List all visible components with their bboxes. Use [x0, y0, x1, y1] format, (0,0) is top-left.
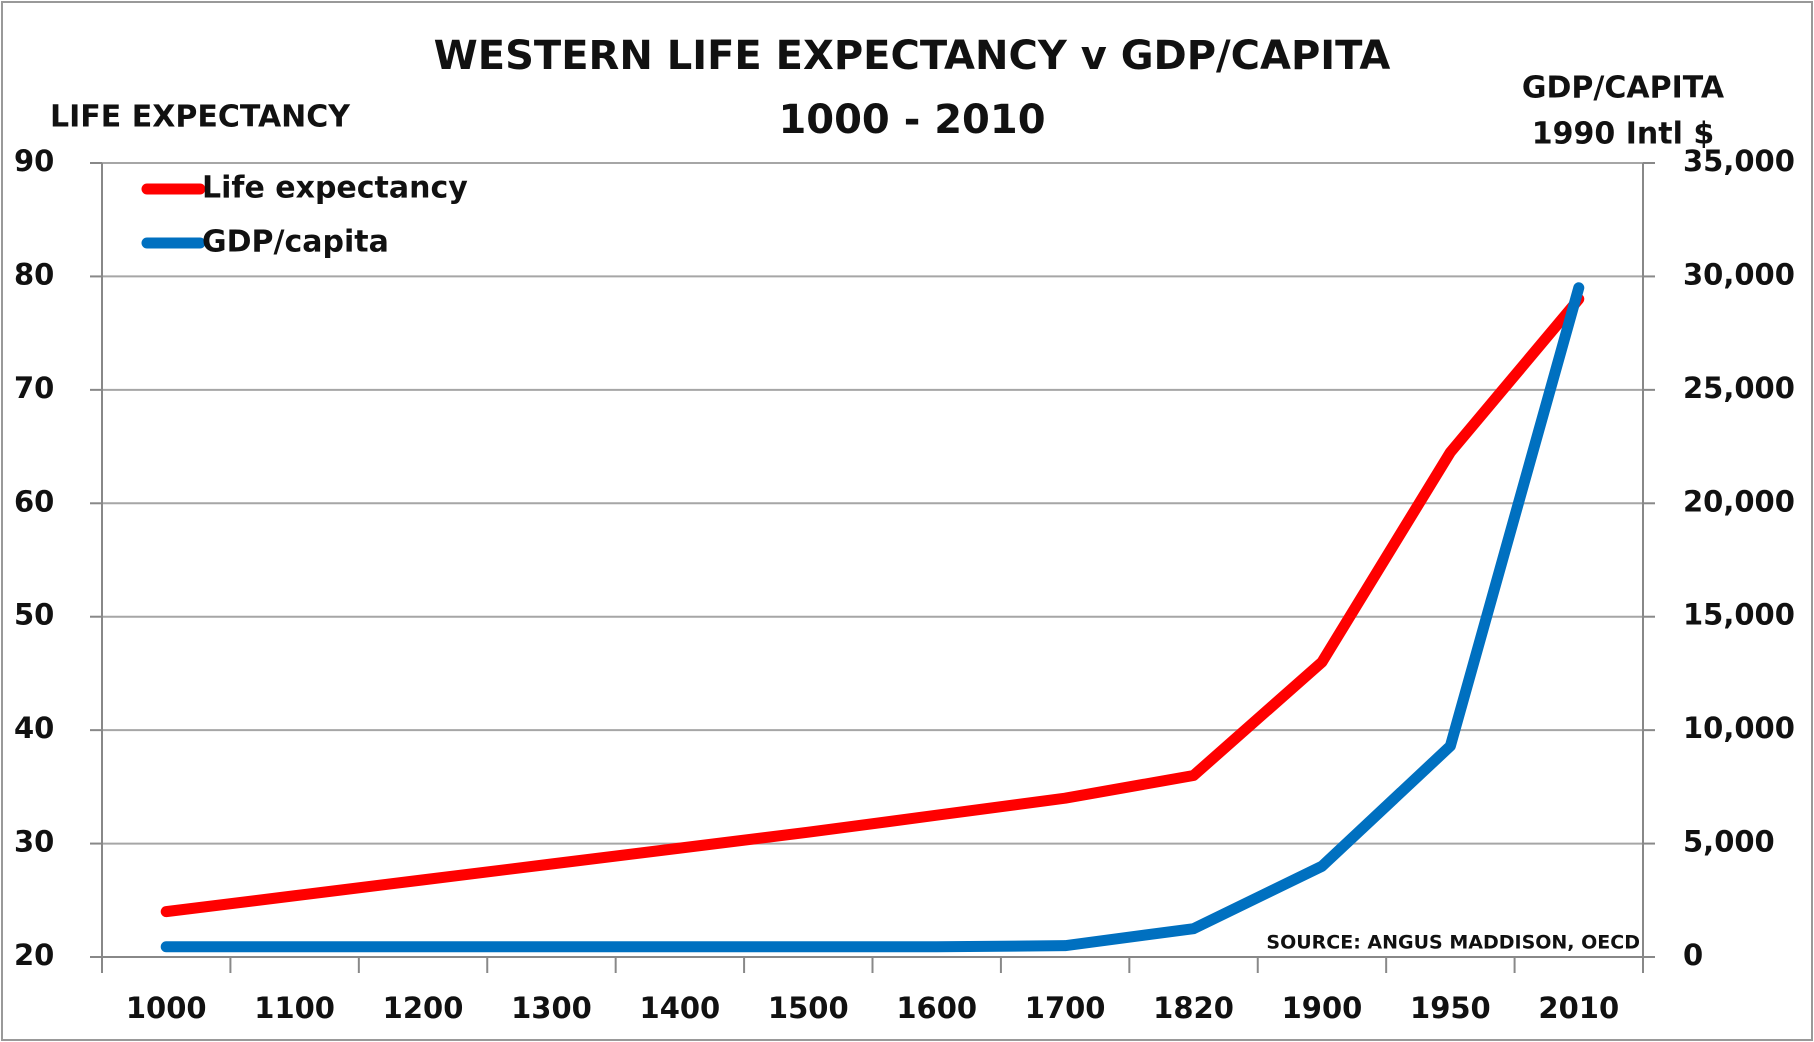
y2-axis-title: GDP/CAPITA: [1522, 71, 1725, 106]
x-tick-label: 2010: [1538, 991, 1619, 1025]
y2-tick-label: 10,000: [1683, 711, 1795, 745]
source-note: SOURCE: ANGUS MADDISON, OECD: [1266, 932, 1640, 954]
chart-subtitle: 1000 - 2010: [778, 97, 1045, 143]
y-tick-label: 40: [14, 711, 54, 745]
y-tick-label: 20: [14, 938, 54, 972]
y-tick-label: 70: [14, 371, 54, 405]
y2-tick-label: 5,000: [1683, 825, 1775, 859]
x-tick-label: 1700: [1025, 991, 1106, 1025]
y-axis-title: LIFE EXPECTANCY: [50, 100, 351, 135]
legend-label: Life expectancy: [202, 171, 468, 206]
y-tick-label: 90: [14, 144, 54, 178]
x-tick-label: 1200: [383, 991, 464, 1025]
chart-title: WESTERN LIFE EXPECTANCY v GDP/CAPITA: [434, 33, 1391, 79]
y-tick-label: 30: [14, 825, 54, 859]
y2-axis-title: 1990 Intl $: [1532, 117, 1714, 152]
x-tick-label: 1000: [126, 991, 207, 1025]
x-tick-label: 1100: [254, 991, 335, 1025]
y2-tick-label: 25,000: [1683, 371, 1795, 405]
x-tick-label: 1950: [1410, 991, 1491, 1025]
x-tick-label: 1820: [1153, 991, 1234, 1025]
y2-tick-label: 15,000: [1683, 598, 1795, 632]
series-line: [160, 293, 1585, 918]
y2-tick-label: 20,000: [1683, 484, 1795, 518]
x-tick-label: 1500: [768, 991, 849, 1025]
x-tick-label: 1600: [896, 991, 977, 1025]
y-tick-label: 80: [14, 257, 54, 291]
x-tick-label: 1400: [640, 991, 721, 1025]
y-tick-label: 50: [14, 598, 54, 632]
x-tick-label: 1900: [1282, 991, 1363, 1025]
legend-label: GDP/capita: [202, 225, 389, 260]
y-tick-label: 60: [14, 484, 54, 518]
series-line: [160, 282, 1585, 953]
y2-tick-label: 30,000: [1683, 257, 1795, 291]
y2-tick-label: 35,000: [1683, 144, 1795, 178]
x-tick-label: 1300: [511, 991, 592, 1025]
y2-tick-label: 0: [1683, 938, 1703, 972]
